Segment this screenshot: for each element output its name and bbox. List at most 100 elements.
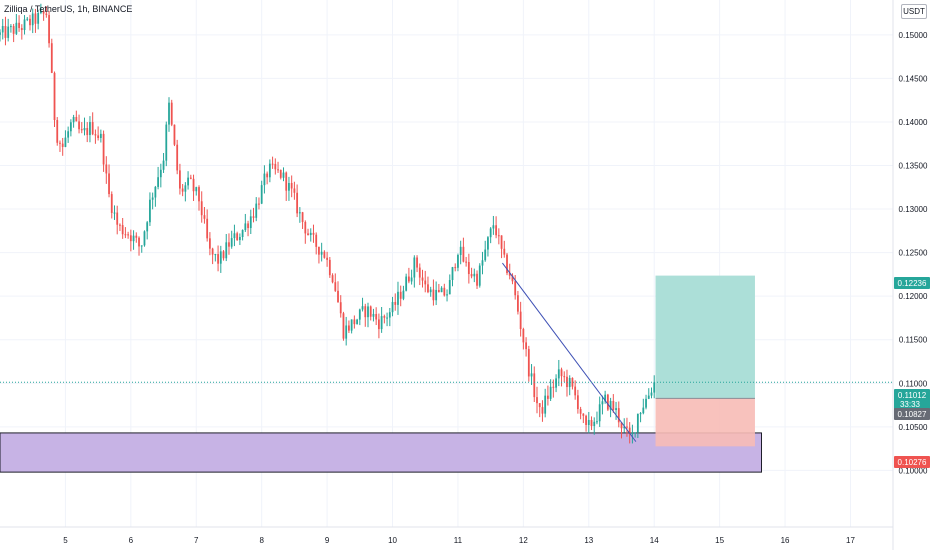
candle-body [429,289,432,293]
candle-body [345,325,348,339]
candle [247,220,249,237]
candle [383,314,386,324]
candle [427,276,429,294]
candle-body [59,142,61,144]
candle-body [413,257,416,278]
candle [309,228,312,242]
candle-body [263,173,266,186]
candle [78,114,80,134]
candle [225,233,228,262]
candle [279,169,282,180]
candle [457,253,459,272]
candle [582,413,585,424]
candle-body [296,192,299,214]
candle-body [61,143,64,147]
candle-body [356,319,358,325]
candle-body [18,22,20,29]
candle-body [511,275,514,282]
candle [129,229,132,252]
candle-body [544,395,547,414]
candle [484,240,487,262]
candle [377,313,380,339]
candle-body [89,122,91,136]
candle-body [492,225,495,229]
candle [405,273,408,292]
candle [399,285,402,307]
candle-body [454,267,457,269]
candle-body [293,188,296,193]
candle [124,227,127,239]
candle [184,182,187,202]
symbol-name[interactable]: Zilliqa / TetherUS [4,4,73,14]
candle [446,289,448,302]
y-tick-label: 0.10500 [899,423,928,432]
candle-body [116,212,119,225]
candle-body [331,275,334,283]
candle [230,230,233,249]
candle-body [233,233,236,239]
candle [342,311,345,341]
candle [331,273,334,284]
candle [53,71,56,128]
candle-body [617,408,620,423]
candle-body [421,277,424,281]
candle-body [609,400,612,410]
candle [388,307,391,327]
candle-body [563,376,566,378]
candle [110,191,113,219]
candle-body [45,13,48,16]
interval-label[interactable]: 1h [77,4,88,14]
candle [116,205,119,235]
candle-body [574,386,577,396]
candle [571,377,574,390]
candle-body [604,394,607,402]
candle [353,315,356,329]
candle-body [402,290,405,299]
candle-body [288,183,290,191]
candle [636,413,639,439]
x-tick-label: 11 [454,536,463,545]
candle [288,176,290,201]
candle-body [219,251,222,264]
candle-countdown-label: 33:33 [900,400,921,409]
candle-body [342,313,345,339]
candle-body [208,238,211,249]
candle-body [23,19,26,31]
candle [620,422,623,439]
y-tick-label: 0.13500 [899,162,928,171]
candle [481,251,484,275]
symbol-header[interactable]: Zilliqa / TetherUS, 1h, BINANCE [4,4,132,14]
candle [650,387,653,399]
candle [596,411,598,425]
candle [241,229,244,241]
currency-button[interactable]: USDT [901,4,927,19]
candle-body [86,128,89,136]
candle-body [642,407,645,414]
candle [462,237,465,263]
candle-body [91,122,94,135]
candle-body [121,225,124,235]
candle [203,206,206,224]
candle [508,263,511,280]
candle-body [517,295,519,312]
candle-body [64,137,67,147]
time-axis[interactable]: 5 6 7 8 9 10 11 12 13 14 15 16 17 [63,536,855,545]
candle-body [138,237,140,247]
candle-body [484,249,487,261]
candle [206,209,209,242]
exchange-label: BINANCE [92,4,133,14]
candle-body [358,309,361,320]
candle-body [241,230,244,238]
stop-price-label: 0.10276 [898,458,927,467]
candle-body [282,172,285,178]
candle [478,263,481,288]
price-axis[interactable]: 0.15000 0.14500 0.14000 0.13500 0.13000 0.125… [899,31,928,476]
candle [200,191,203,223]
candle [339,295,342,318]
candle-body [170,102,173,125]
candle [214,253,217,262]
candle-body [162,160,165,170]
price-labels: 0.12236 0.11012 33:33 0.10827 0.10276 [894,277,930,468]
